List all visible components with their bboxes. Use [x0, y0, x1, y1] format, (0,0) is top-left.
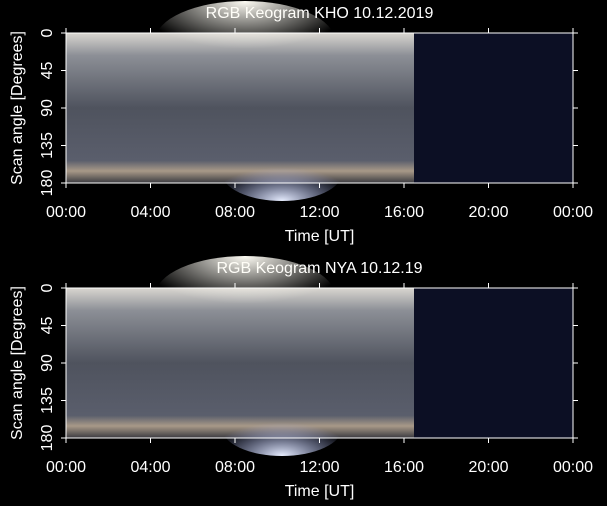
y-tick-label: 180 — [39, 425, 56, 452]
x-tick-label: 20:00 — [468, 204, 508, 221]
auroral-glow — [222, 145, 342, 201]
y-axis-label: Scan angle [Degrees] — [9, 31, 26, 185]
y-tick-label: 90 — [39, 99, 56, 117]
x-tick-label: 16:00 — [384, 459, 424, 476]
x-axis-label: Time [UT] — [285, 228, 355, 245]
x-tick-label: 00:00 — [553, 459, 593, 476]
x-tick-label: 08:00 — [215, 459, 255, 476]
y-tick-label: 90 — [39, 354, 56, 372]
y-axis-label: Scan angle [Degrees] — [9, 286, 26, 440]
x-axis-label: Time [UT] — [285, 483, 355, 500]
auroral-glow — [155, 1, 335, 81]
y-tick-label: 0 — [39, 28, 56, 37]
y-tick-label: 0 — [39, 283, 56, 292]
y-tick-label: 45 — [39, 317, 56, 335]
x-tick-label: 12:00 — [299, 204, 339, 221]
y-tick-label: 135 — [39, 132, 56, 159]
auroral-glow — [222, 400, 342, 456]
x-tick-label: 16:00 — [384, 204, 424, 221]
y-tick-label: 180 — [39, 170, 56, 197]
y-tick-label: 135 — [39, 387, 56, 414]
x-tick-label: 08:00 — [215, 204, 255, 221]
x-tick-label: 00:00 — [46, 459, 86, 476]
x-tick-label: 00:00 — [46, 204, 86, 221]
y-tick-label: 45 — [39, 62, 56, 80]
x-tick-label: 04:00 — [130, 204, 170, 221]
x-tick-label: 20:00 — [468, 459, 508, 476]
x-tick-label: 12:00 — [299, 459, 339, 476]
x-tick-label: 04:00 — [130, 459, 170, 476]
auroral-glow — [155, 256, 335, 336]
x-tick-label: 00:00 — [553, 204, 593, 221]
